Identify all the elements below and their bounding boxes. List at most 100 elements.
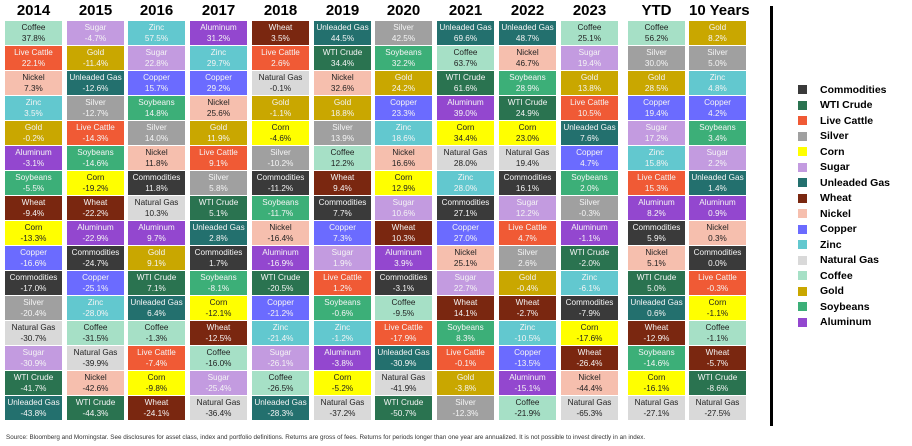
cell-value: 27.0% bbox=[453, 234, 478, 243]
legend-item-gold: Gold bbox=[798, 284, 910, 300]
cell-wheat: Wheat -24.1% bbox=[128, 396, 185, 420]
cell-value: -17.6% bbox=[576, 334, 603, 343]
cell-value: 29.7% bbox=[206, 59, 231, 68]
cell-label: Soybeans bbox=[324, 298, 361, 307]
cell-nickel: Nickel 25.1% bbox=[437, 246, 494, 270]
cell-label: Copper bbox=[390, 98, 417, 107]
cell-value: 4.7% bbox=[518, 234, 537, 243]
cell-value: 11.9% bbox=[207, 134, 230, 143]
cell-value: 29.2% bbox=[206, 84, 231, 93]
cell-label: Zinc bbox=[581, 273, 598, 282]
cell-value: 3.9% bbox=[394, 259, 413, 268]
legend-item-coffee: Coffee bbox=[798, 268, 910, 284]
cell-label: Corn bbox=[647, 373, 666, 382]
column-header: 2017 bbox=[201, 2, 236, 19]
legend-swatch bbox=[798, 271, 807, 281]
cell-sugar: Sugar 22.8% bbox=[128, 46, 185, 70]
cell-label: WTI Crude bbox=[507, 98, 548, 107]
cell-label: Commodities bbox=[379, 273, 428, 282]
cell-label: Natural Gas bbox=[320, 398, 365, 407]
cell-natural-gas: Natural Gas -30.7% bbox=[5, 321, 62, 345]
cell-value: 5.0% bbox=[647, 284, 666, 293]
cell-label: Corn bbox=[147, 373, 166, 382]
cell-value: -22.2% bbox=[82, 209, 109, 218]
cell-label: Corn bbox=[209, 298, 228, 307]
cell-value: -3.1% bbox=[22, 159, 45, 168]
cell-value: -5.7% bbox=[706, 359, 729, 368]
cell-zinc: Zinc -10.5% bbox=[499, 321, 556, 345]
legend-item-live-cattle: Live Cattle bbox=[798, 113, 910, 129]
cell-label: Zinc bbox=[87, 298, 104, 307]
cell-label: WTI Crude bbox=[569, 248, 610, 257]
cell-copper: Copper -25.1% bbox=[67, 271, 124, 295]
cell-value: -1.1% bbox=[706, 334, 729, 343]
cell-value: -21.4% bbox=[267, 334, 294, 343]
cell-wheat: Wheat -9.4% bbox=[5, 196, 62, 220]
cell-label: Wheat bbox=[206, 323, 231, 332]
cell-value: -1.1% bbox=[269, 109, 292, 118]
cell-value: -44.4% bbox=[576, 384, 603, 393]
cell-label: Wheat bbox=[21, 198, 46, 207]
cell-wheat: Wheat 9.4% bbox=[314, 171, 371, 195]
cell-label: Coffee bbox=[330, 148, 355, 157]
cell-live-cattle: Live Cattle -14.3% bbox=[67, 121, 124, 145]
cell-value: 15.7% bbox=[144, 84, 169, 93]
cell-value: 14.1% bbox=[453, 309, 478, 318]
cell-soybeans: Soybeans -14.6% bbox=[628, 346, 685, 370]
cell-value: -9.4% bbox=[22, 209, 45, 218]
cell-wti-crude: WTI Crude -44.3% bbox=[67, 396, 124, 420]
cell-unleaded-gas: Unleaded Gas -12.6% bbox=[67, 71, 124, 95]
cell-label: Silver bbox=[332, 123, 353, 132]
cell-wti-crude: WTI Crude -8.6% bbox=[689, 371, 746, 395]
cell-gold: Gold 24.2% bbox=[375, 71, 432, 95]
cell-label: Nickel bbox=[331, 73, 354, 82]
cell-value: 25.6% bbox=[206, 109, 231, 118]
cell-value: -12.9% bbox=[643, 334, 670, 343]
cell-value: 10.5% bbox=[577, 109, 602, 118]
cell-value: -41.7% bbox=[20, 384, 47, 393]
legend-label: Coffee bbox=[820, 269, 853, 282]
cell-label: Corn bbox=[708, 298, 727, 307]
cell-corn: Corn 23.0% bbox=[499, 121, 556, 145]
legend-item-wti-crude: WTI Crude bbox=[798, 98, 910, 114]
cell-value: 0.6% bbox=[647, 309, 666, 318]
cell-value: 34.4% bbox=[453, 134, 478, 143]
cell-value: -11.7% bbox=[267, 209, 294, 218]
cell-label: Natural Gas bbox=[196, 398, 241, 407]
cell-label: Natural Gas bbox=[11, 323, 56, 332]
cell-live-cattle: Live Cattle 10.5% bbox=[561, 96, 618, 120]
cell-label: Live Cattle bbox=[637, 173, 676, 182]
cell-value: -17.0% bbox=[20, 284, 47, 293]
legend-item-natural-gas: Natural Gas bbox=[798, 253, 910, 269]
cell-value: -8.6% bbox=[706, 384, 729, 393]
cell-value: 24.2% bbox=[391, 84, 416, 93]
cell-value: -5.2% bbox=[331, 384, 354, 393]
cell-label: Gold bbox=[708, 23, 727, 32]
cell-label: Unleaded Gas bbox=[254, 398, 307, 407]
cell-value: 23.0% bbox=[515, 134, 540, 143]
cell-label: Natural Gas bbox=[505, 148, 550, 157]
cell-value: 1.9% bbox=[333, 259, 352, 268]
cell-commodities: Commodities 5.9% bbox=[628, 221, 685, 245]
cell-wti-crude: WTI Crude 24.9% bbox=[499, 96, 556, 120]
cell-label: Silver bbox=[85, 98, 106, 107]
cell-live-cattle: Live Cattle 1.2% bbox=[314, 271, 371, 295]
cell-value: -17.9% bbox=[390, 334, 417, 343]
cell-wti-crude: WTI Crude 5.0% bbox=[628, 271, 685, 295]
cell-label: WTI Crude bbox=[697, 373, 738, 382]
cell-label: Corn bbox=[394, 173, 413, 182]
cell-label: Silver bbox=[455, 398, 476, 407]
cell-live-cattle: Live Cattle -17.9% bbox=[375, 321, 432, 345]
cell-label: Unleaded Gas bbox=[192, 223, 245, 232]
cell-label: Commodities bbox=[565, 298, 614, 307]
cell-label: Gold bbox=[147, 248, 166, 257]
cell-unleaded-gas: Unleaded Gas -30.9% bbox=[375, 346, 432, 370]
legend-item-copper: Copper bbox=[798, 222, 910, 238]
cell-soybeans: Soybeans 28.9% bbox=[499, 71, 556, 95]
cell-label: Unleaded Gas bbox=[630, 298, 683, 307]
cell-value: -27.5% bbox=[704, 409, 731, 418]
cell-soybeans: Soybeans 2.0% bbox=[561, 171, 618, 195]
cell-label: Sugar bbox=[645, 123, 668, 132]
cell-value: 13.8% bbox=[577, 84, 602, 93]
cell-unleaded-gas: Unleaded Gas 48.7% bbox=[499, 21, 556, 45]
